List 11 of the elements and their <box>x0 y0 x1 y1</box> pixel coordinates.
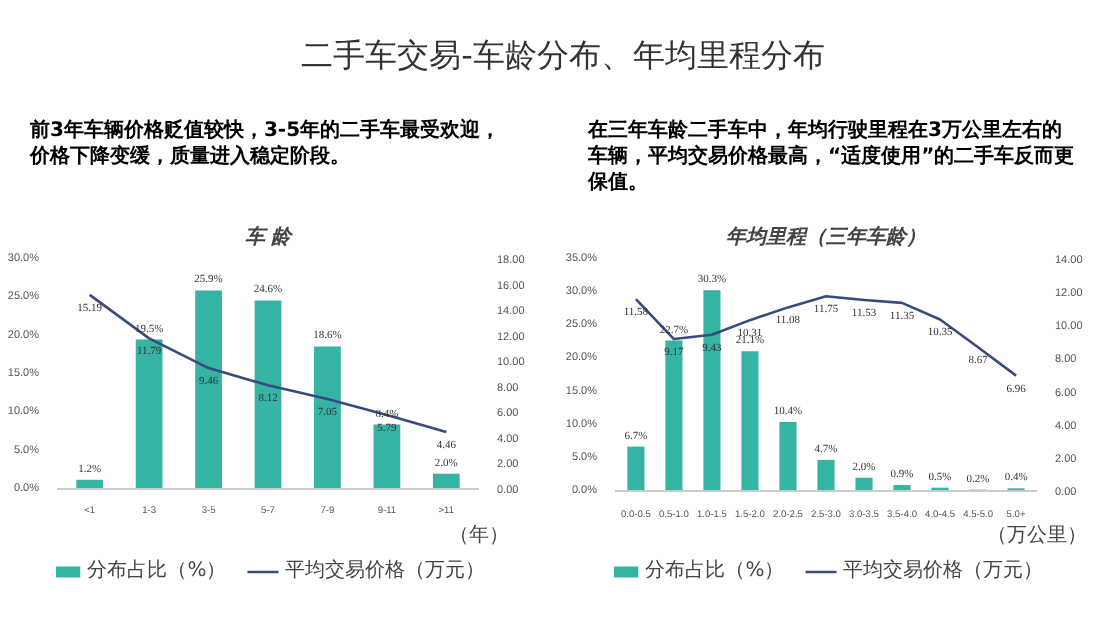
legend-label: 平均交易价格（万元） <box>842 557 1038 584</box>
chart-title: 车 龄 <box>244 225 296 249</box>
legend-label: 平均交易价格（万元） <box>284 557 480 584</box>
chart-title: 年均里程（三年车龄） <box>726 225 926 249</box>
text: 在三年车龄二手车中，年均行驶里程在3万公里左右的车辆，平均交易价格最高，“适度使用”的二手车反而更保值。 <box>585 118 1077 196</box>
legend-label: 分布占比（%） <box>87 557 227 584</box>
legend-label: 分布占比（%） <box>645 557 785 584</box>
text: 前3年车辆价格贬值较快，3-5年的二手车最受欢迎，价格下降变缓，质量进入稳定阶段。 <box>27 118 503 170</box>
x-axis-title: （年） <box>449 523 509 547</box>
text: 二手车交易-车龄分布、年均里程分布 <box>299 34 827 78</box>
x-axis-title: （万公里） <box>987 523 1087 547</box>
